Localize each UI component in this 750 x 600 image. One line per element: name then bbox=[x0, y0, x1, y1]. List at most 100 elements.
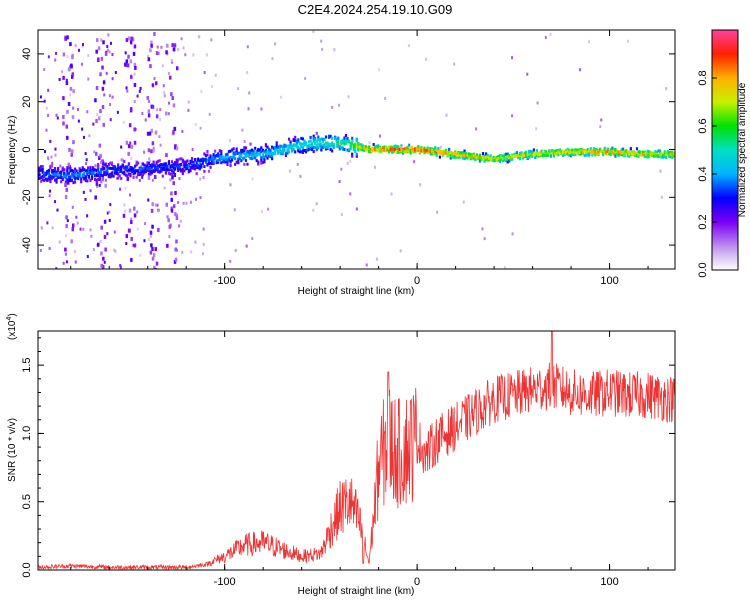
spectrogram-cell bbox=[100, 167, 103, 171]
spectrogram-cell bbox=[381, 148, 385, 152]
spectrogram-cell bbox=[46, 171, 49, 175]
snr-x-tick-label: 0 bbox=[414, 576, 420, 588]
spectrogram-cell bbox=[149, 166, 152, 170]
spectrogram-cell bbox=[578, 149, 582, 153]
spectrogram-cell bbox=[246, 45, 249, 49]
spectrogram-cell bbox=[521, 153, 525, 157]
spectrogram-cell bbox=[392, 150, 395, 154]
spectrogram-cell bbox=[489, 157, 492, 161]
spectrogram-cell bbox=[114, 249, 117, 253]
spectrogram-cell bbox=[266, 152, 269, 156]
spectrogram-cell bbox=[125, 242, 128, 246]
spectrogram-cell bbox=[492, 159, 495, 163]
spectrogram-cell bbox=[360, 148, 363, 152]
spectrogram-cell bbox=[160, 169, 163, 173]
spectrogram-cell bbox=[557, 150, 560, 154]
spectrogram-cell bbox=[170, 197, 173, 202]
spectrogram-cell bbox=[52, 169, 55, 173]
spectrogram-cell bbox=[108, 94, 111, 98]
spectrogram-cell bbox=[409, 150, 412, 154]
spectrogram-cell bbox=[210, 160, 214, 164]
spectrogram-cell bbox=[155, 51, 159, 56]
spectrogram-cell bbox=[548, 149, 551, 153]
spectrogram-cell bbox=[366, 148, 369, 152]
spectrogram-cell bbox=[611, 150, 614, 154]
spectrogram-cell bbox=[113, 168, 117, 172]
spectrogram-cell bbox=[147, 238, 150, 242]
spectrogram-cell bbox=[585, 150, 588, 154]
spectrogram-cell bbox=[296, 162, 299, 166]
spectrogram-cell bbox=[535, 153, 539, 157]
spectrogram-cell bbox=[505, 152, 508, 156]
spectrogram-cell bbox=[100, 170, 103, 174]
spectrogram-cell bbox=[609, 148, 612, 152]
spectrogram-cell bbox=[628, 152, 631, 156]
spectrogram-cell bbox=[126, 169, 129, 173]
spectrogram-cell bbox=[122, 120, 125, 124]
spectrogram-cell bbox=[172, 162, 175, 166]
spectrogram-cell bbox=[200, 163, 203, 167]
spectrogram-cell bbox=[100, 251, 103, 256]
spectrogram-cell bbox=[438, 149, 442, 153]
spectrogram-cell bbox=[171, 96, 174, 101]
spectrogram-cell bbox=[247, 107, 250, 111]
spectrogram-cell bbox=[525, 150, 528, 154]
spectrogram-cell bbox=[278, 150, 281, 154]
spectrogram-cell bbox=[352, 144, 355, 148]
spectrogram-cell bbox=[59, 164, 62, 168]
spectrogram-cell bbox=[295, 141, 298, 145]
spectrogram-cell bbox=[189, 166, 192, 170]
spectrogram-cell bbox=[41, 174, 44, 178]
spectrogram-cell bbox=[134, 65, 137, 70]
spectrogram-cell bbox=[152, 253, 156, 258]
spectrogram-cell bbox=[169, 166, 172, 170]
spectrogram-cell bbox=[64, 247, 67, 252]
spectrogram-cell bbox=[226, 152, 229, 156]
spectrogram-cell bbox=[92, 122, 95, 126]
spectrogram-cell bbox=[454, 152, 457, 156]
spectrogram-cell bbox=[133, 100, 136, 104]
spectrogram-cell bbox=[66, 165, 69, 169]
spectrogram-cell bbox=[171, 60, 174, 64]
spectrogram-cell bbox=[174, 162, 177, 166]
spectrogram-cell bbox=[514, 154, 517, 158]
spectrogram-cell bbox=[525, 154, 528, 158]
spectrogram-cell bbox=[177, 168, 180, 172]
spectrogram-cell bbox=[183, 160, 186, 164]
spectrogram-cell bbox=[606, 150, 609, 154]
spectrogram-cell bbox=[153, 32, 156, 37]
spectrogram-cell bbox=[43, 172, 46, 176]
spectrogram-cell bbox=[606, 147, 609, 151]
spectrogram-cell bbox=[102, 80, 106, 85]
spectrogram-cell bbox=[89, 228, 92, 232]
spectrogram-cell bbox=[269, 151, 272, 155]
spectrogram-cell bbox=[44, 177, 47, 181]
spectrogram-cell bbox=[227, 158, 231, 162]
spectrogram-cell bbox=[355, 154, 358, 158]
spectrogram-cell bbox=[137, 161, 140, 165]
spectrogram-cell bbox=[318, 144, 321, 148]
spectrogram-cell bbox=[82, 227, 85, 231]
spectrogram-cell bbox=[366, 146, 369, 150]
spectrogram-cell bbox=[523, 153, 526, 157]
spectrogram-cell bbox=[157, 170, 160, 174]
spectrogram-cell bbox=[357, 147, 360, 151]
spectrogram-cell bbox=[224, 160, 228, 164]
spectrogram-cell bbox=[150, 43, 153, 48]
spectrogram-cell bbox=[503, 158, 506, 162]
spectrogram-cell bbox=[602, 151, 605, 155]
spectrogram-cell bbox=[99, 153, 102, 158]
spectrogram-cell bbox=[83, 177, 86, 181]
spectrogram-cell bbox=[220, 154, 223, 158]
spectrogram-cell bbox=[500, 155, 503, 159]
spectrogram-cell bbox=[114, 70, 117, 74]
spectrogram-cell bbox=[133, 127, 136, 132]
spectrogram-cell bbox=[130, 36, 133, 41]
spectrogram-cell bbox=[202, 242, 205, 246]
spectrogram-cell bbox=[94, 164, 97, 168]
spectrogram-cell bbox=[441, 150, 445, 154]
spectrogram-cell bbox=[612, 148, 616, 152]
spectrogram-cell bbox=[327, 144, 331, 148]
spectrogram-cell bbox=[357, 142, 360, 146]
spectrogram-cell bbox=[568, 151, 571, 155]
